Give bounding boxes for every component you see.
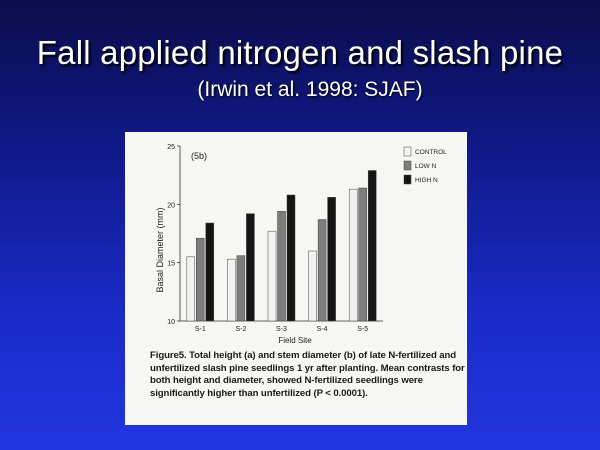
bar-low-n-s-3 xyxy=(277,211,286,322)
x-tick-label: S-3 xyxy=(276,326,287,333)
y-tick-label: 15 xyxy=(167,261,175,268)
legend-label: HIGH N xyxy=(415,177,438,184)
chart-legend: CONTROL LOW N HIGH N xyxy=(403,146,447,185)
x-tick-label: S-5 xyxy=(357,326,368,333)
y-tick-label: 10 xyxy=(167,319,175,326)
bar-control-s-3 xyxy=(267,230,277,322)
legend-swatch xyxy=(403,174,412,185)
figure-panel: 10 15 20 25 S-1 S-2 S-3 S-4 S-5 CONTROL LOW N HIGH… xyxy=(125,132,467,425)
x-tick-label: S-2 xyxy=(235,326,246,333)
bar-chart: 10 15 20 25 S-1 S-2 S-3 S-4 S-5 CONTROL LOW N HIGH… xyxy=(155,144,447,345)
slide-title: Fall applied nitrogen and slash pine xyxy=(36,34,564,71)
chart-ticks: 10 15 20 25 S-1 S-2 S-3 S-4 S-5 xyxy=(167,144,368,333)
legend-swatch xyxy=(403,146,412,157)
bar-high-n-s-1 xyxy=(205,222,215,322)
bar-control-s-2 xyxy=(227,258,236,322)
legend-label: CONTROL xyxy=(415,149,447,156)
panel-label: (5b) xyxy=(191,151,207,161)
bar-control-s-4 xyxy=(308,250,317,322)
x-axis-label: Field Site xyxy=(278,336,312,345)
figure-caption: Figure5. Total height (a) and stem diame… xyxy=(150,350,465,399)
y-axis-label: Basal Diameter (mm) xyxy=(155,207,165,292)
y-tick-label: 25 xyxy=(167,144,175,151)
bar-high-n-s-2 xyxy=(246,213,255,322)
bar-high-n-s-3 xyxy=(286,194,296,322)
bar-low-n-s-4 xyxy=(317,219,327,322)
legend-swatch xyxy=(403,160,412,171)
bar-control-s-1 xyxy=(186,256,196,322)
x-tick-label: S-1 xyxy=(195,326,206,333)
x-tick-label: S-4 xyxy=(317,326,328,333)
legend-label: LOW N xyxy=(415,163,437,170)
chart-bars xyxy=(186,170,377,322)
slide-subtitle: (Irwin et al. 1998: SJAF) xyxy=(197,78,423,101)
y-tick-label: 20 xyxy=(167,202,175,209)
bar-low-n-s-5 xyxy=(358,187,367,322)
bar-high-n-s-4 xyxy=(327,197,336,322)
bar-control-s-5 xyxy=(348,188,358,322)
bar-low-n-s-1 xyxy=(196,237,205,322)
bar-low-n-s-2 xyxy=(236,255,246,322)
bar-high-n-s-5 xyxy=(367,170,377,322)
